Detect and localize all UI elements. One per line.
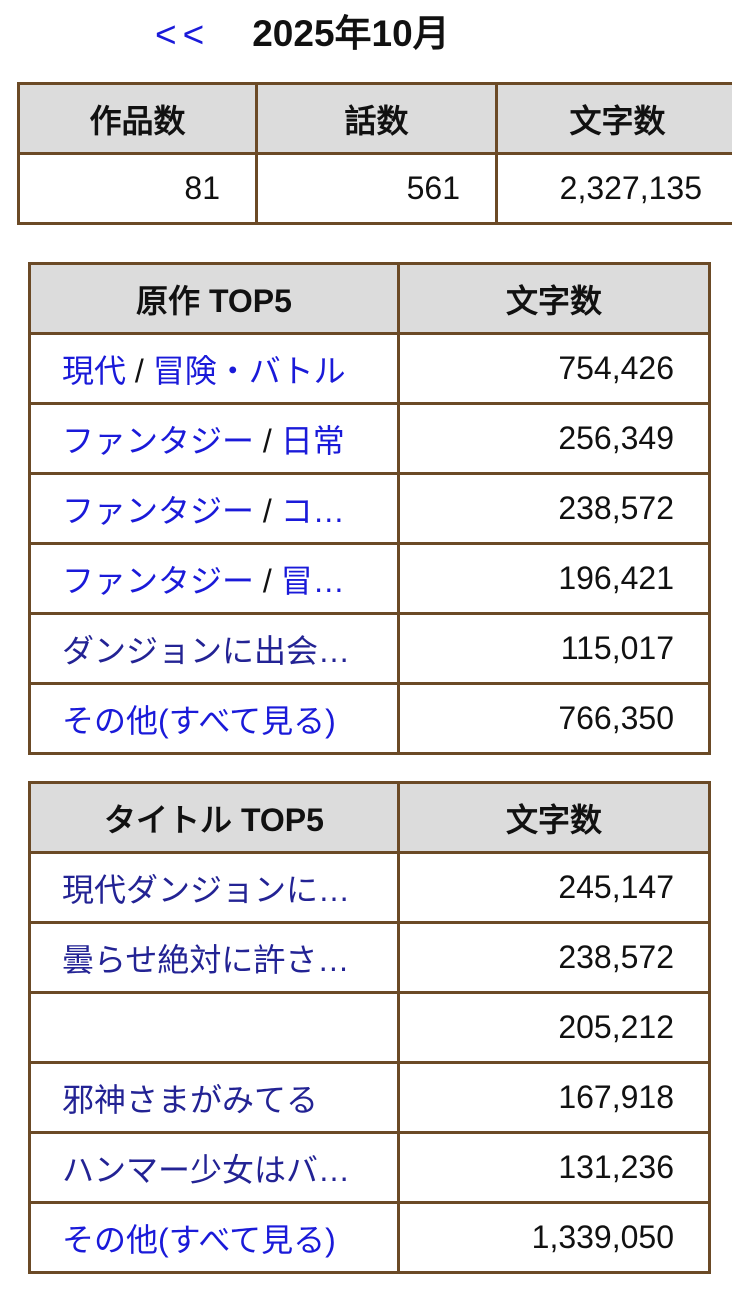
genre-top5-header: 原作 TOP5	[30, 264, 399, 334]
episodes-count-value: 561	[257, 154, 497, 224]
table-row: その他(すべて見る) 766,350	[30, 684, 710, 754]
char-count-value: 2,327,135	[497, 154, 732, 224]
summary-header-row: 作品数 話数 文字数	[19, 84, 732, 154]
char-count-value: 167,918	[399, 1063, 710, 1133]
works-count-header: 作品数	[19, 84, 257, 154]
title-table-header-row: タイトル TOP5 文字数	[30, 783, 710, 853]
row-label-cell: 邪神さまがみてる	[30, 1063, 399, 1133]
separator-text: /	[254, 493, 281, 529]
char-count-value: 196,421	[399, 544, 710, 614]
row-link[interactable]: ファンタジー	[62, 423, 254, 459]
row-label-cell: 現代ダンジョンに…	[30, 853, 399, 923]
row-label-cell	[30, 993, 399, 1063]
title-char-count-header: 文字数	[399, 783, 710, 853]
separator-text: /	[126, 353, 153, 389]
row-link[interactable]: 邪神さまがみてる	[62, 1082, 318, 1118]
row-label-cell: その他(すべて見る)	[30, 1203, 399, 1273]
row-link[interactable]: ファンタジー	[62, 493, 254, 529]
table-row: 現代ダンジョンに… 245,147	[30, 853, 710, 923]
stats-page: { "theme": { "link_color": "#1a1ad9", "v…	[0, 12, 732, 1292]
row-label-cell: ファンタジー / 冒…	[30, 544, 399, 614]
char-count-value: 766,350	[399, 684, 710, 754]
episodes-count-header: 話数	[257, 84, 497, 154]
row-link[interactable]: 冒…	[281, 563, 345, 599]
char-count-value: 754,426	[399, 334, 710, 404]
row-link[interactable]: 曇らせ絶対に許さ…	[62, 942, 349, 978]
row-link[interactable]: 現代	[62, 353, 126, 389]
table-row: ハンマー少女はバ… 131,236	[30, 1133, 710, 1203]
char-count-value: 1,339,050	[399, 1203, 710, 1273]
row-link[interactable]: 日常	[281, 423, 345, 459]
row-link[interactable]: ハンマー少女はバ…	[62, 1152, 350, 1188]
row-label-cell: その他(すべて見る)	[30, 684, 399, 754]
char-count-value: 205,212	[399, 993, 710, 1063]
char-count-header: 文字数	[497, 84, 732, 154]
table-row: その他(すべて見る) 1,339,050	[30, 1203, 710, 1273]
char-count-value: 238,572	[399, 474, 710, 544]
row-label-cell: 曇らせ絶対に許さ…	[30, 923, 399, 993]
row-label-cell: 現代 / 冒険・バトル	[30, 334, 399, 404]
char-count-value: 238,572	[399, 923, 710, 993]
table-row: 邪神さまがみてる 167,918	[30, 1063, 710, 1133]
row-label-cell: ファンタジー / コ…	[30, 474, 399, 544]
row-link[interactable]: ファンタジー	[62, 563, 254, 599]
char-count-value: 131,236	[399, 1133, 710, 1203]
char-count-value: 245,147	[399, 853, 710, 923]
row-label-cell: ハンマー少女はバ…	[30, 1133, 399, 1203]
genre-table-header-row: 原作 TOP5 文字数	[30, 264, 710, 334]
row-link[interactable]: 現代ダンジョンに…	[62, 872, 350, 908]
table-row: ファンタジー / 冒…196,421	[30, 544, 710, 614]
summary-table: 作品数 話数 文字数 81 561 2,327,135	[17, 82, 732, 225]
table-row: ダンジョンに出会… 115,017	[30, 614, 710, 684]
month-header: << 2025年10月	[155, 12, 732, 56]
row-link[interactable]: コ…	[281, 493, 345, 529]
works-count-value: 81	[19, 154, 257, 224]
row-label-cell: ファンタジー / 日常	[30, 404, 399, 474]
prev-month-link[interactable]: <<	[155, 16, 210, 53]
table-row: 曇らせ絶対に許さ… 238,572	[30, 923, 710, 993]
page-title: 2025年10月	[252, 12, 449, 56]
row-link[interactable]: ダンジョンに出会…	[62, 633, 350, 669]
separator-text: /	[254, 423, 281, 459]
row-link[interactable]: その他(すべて見る)	[62, 1222, 336, 1258]
genre-char-count-header: 文字数	[399, 264, 710, 334]
title-top5-header: タイトル TOP5	[30, 783, 399, 853]
summary-value-row: 81 561 2,327,135	[19, 154, 732, 224]
char-count-value: 256,349	[399, 404, 710, 474]
row-link[interactable]: 冒険・バトル	[153, 353, 346, 389]
char-count-value: 115,017	[399, 614, 710, 684]
separator-text: /	[254, 563, 281, 599]
row-label-cell: ダンジョンに出会…	[30, 614, 399, 684]
row-link[interactable]: その他(すべて見る)	[62, 703, 336, 739]
table-row: ファンタジー / コ…238,572	[30, 474, 710, 544]
table-row: 205,212	[30, 993, 710, 1063]
title-top5-table: タイトル TOP5 文字数 現代ダンジョンに… 245,147 曇らせ絶対に許さ… 2…	[28, 781, 711, 1274]
